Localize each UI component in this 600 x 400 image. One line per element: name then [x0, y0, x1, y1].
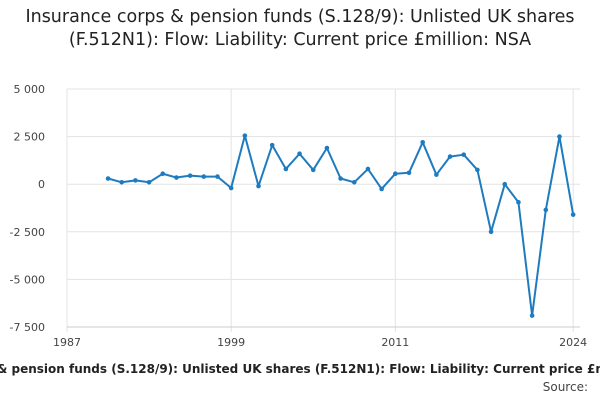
data-point[interactable] [215, 174, 220, 179]
data-point[interactable] [365, 166, 371, 172]
data-series [105, 133, 576, 318]
data-point[interactable] [447, 154, 453, 159]
x-tick-label: 1999 [217, 336, 245, 349]
y-tick-label: 2 500 [14, 131, 46, 144]
data-point[interactable] [310, 167, 316, 173]
data-point[interactable] [105, 176, 111, 181]
data-point[interactable] [242, 133, 248, 138]
data-point[interactable] [570, 212, 576, 217]
data-point[interactable] [420, 140, 425, 145]
chart-title: Insurance corps & pension funds (S.128/9… [25, 7, 575, 50]
data-point[interactable] [338, 176, 343, 181]
x-tick-label: 1987 [53, 336, 81, 349]
y-tick-label: -5 000 [10, 273, 45, 286]
x-tick-label: 2011 [381, 336, 409, 349]
data-point[interactable] [283, 166, 289, 172]
data-point[interactable] [543, 207, 549, 213]
data-point[interactable] [201, 174, 207, 179]
footer-caption-text: Insurance corps & pension funds (S.128/9… [0, 362, 600, 376]
source-label: Source: [542, 380, 588, 394]
data-point[interactable] [379, 186, 384, 192]
y-tick-label: -2 500 [10, 226, 45, 239]
data-point[interactable] [146, 179, 152, 185]
data-point[interactable] [351, 179, 357, 185]
data-point[interactable] [228, 185, 234, 191]
data-point[interactable] [269, 142, 275, 148]
x-tick-label: 2024 [559, 336, 587, 349]
data-point[interactable] [434, 172, 439, 177]
data-point[interactable] [297, 151, 302, 157]
data-point[interactable] [393, 171, 398, 177]
data-point[interactable] [461, 152, 467, 157]
data-point[interactable] [324, 145, 330, 151]
data-point[interactable] [529, 313, 535, 318]
series-line [107, 134, 575, 317]
x-tick-labels: 1987 1999 2011 2024 [53, 336, 587, 349]
data-point[interactable] [406, 170, 412, 176]
data-point[interactable] [516, 199, 521, 205]
data-point[interactable] [488, 229, 494, 235]
data-point[interactable] [160, 171, 166, 177]
y-tick-label: 0 [38, 178, 45, 191]
y-tick-label: -7 500 [10, 321, 45, 334]
data-point[interactable] [133, 178, 138, 183]
data-point[interactable] [256, 183, 261, 189]
gridlines [66, 88, 580, 332]
data-point[interactable] [502, 181, 508, 187]
data-point[interactable] [557, 134, 562, 139]
y-tick-labels: 5 000 2 500 0 -2 500 -5 000 -7 500 [10, 83, 45, 334]
data-point[interactable] [119, 179, 125, 185]
data-point[interactable] [187, 173, 193, 178]
data-point[interactable] [174, 175, 179, 180]
data-point[interactable] [475, 167, 480, 173]
y-tick-label: 5 000 [14, 83, 46, 96]
footer-caption: Insurance corps & pension funds (S.128/9… [0, 362, 600, 376]
